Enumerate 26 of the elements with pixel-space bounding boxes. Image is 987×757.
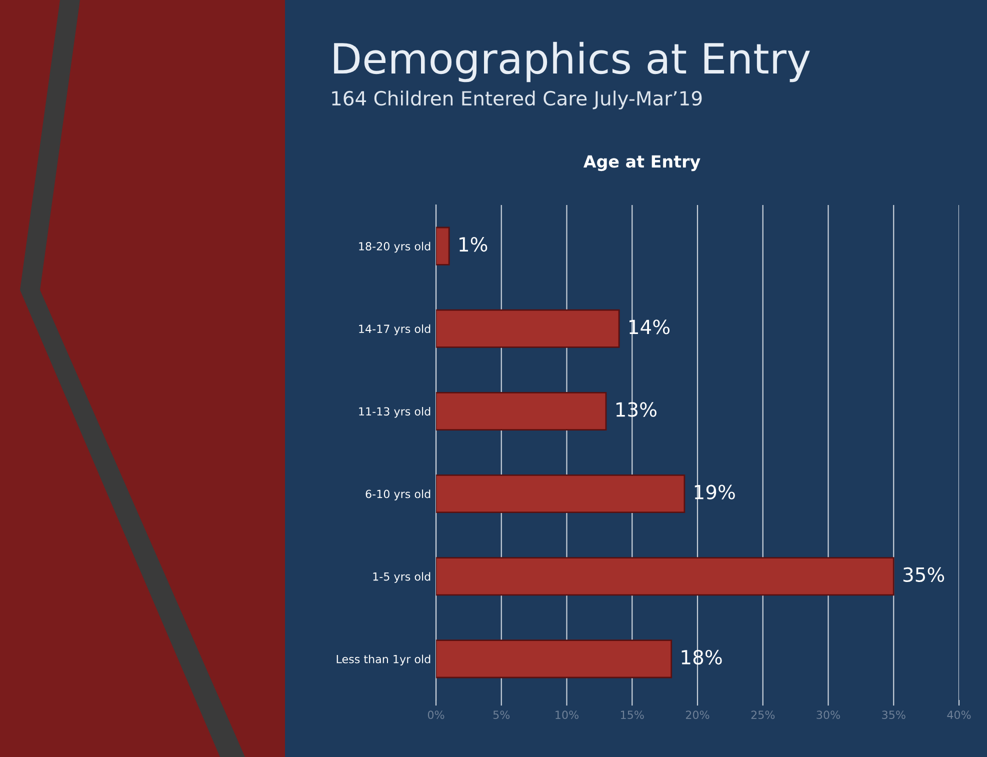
bar: [436, 640, 672, 678]
y-tick-label: 1-5 yrs old: [373, 572, 430, 583]
x-tick-label: 25%: [751, 710, 775, 720]
bar: [436, 309, 620, 348]
x-tick-label: 40%: [947, 710, 971, 720]
text: Age at Entry: [583, 155, 700, 172]
x-tick-label: 5%: [493, 710, 510, 720]
bar: [436, 474, 686, 514]
x-tick-label: 0%: [428, 710, 444, 720]
x-tick-label: 10%: [556, 710, 578, 720]
bar: [436, 557, 894, 596]
chart-title: Demographics at Entry: [334, 42, 810, 82]
y-tick-label: 11-13 yrs old: [359, 406, 430, 418]
x-tick-label: 15%: [620, 710, 644, 720]
y-tick-label: 6-10 yrs old: [366, 490, 430, 500]
bar: [436, 226, 450, 266]
x-tick-label: 35%: [882, 710, 906, 720]
data-label: 1%: [460, 237, 488, 252]
x-tick-label: 20%: [686, 710, 710, 720]
y-tick-label: 14-17 yrs old: [359, 324, 430, 336]
y-tick-label: 18-20 yrs old: [359, 242, 430, 253]
chart-subtitle: 164 Children Entered Care July-Mar’19: [332, 90, 702, 110]
x-tick-label: 30%: [816, 710, 840, 720]
data-label: 35%: [903, 567, 944, 582]
y-tick-label: Less than 1yr old: [336, 654, 430, 666]
bar: [436, 392, 607, 430]
